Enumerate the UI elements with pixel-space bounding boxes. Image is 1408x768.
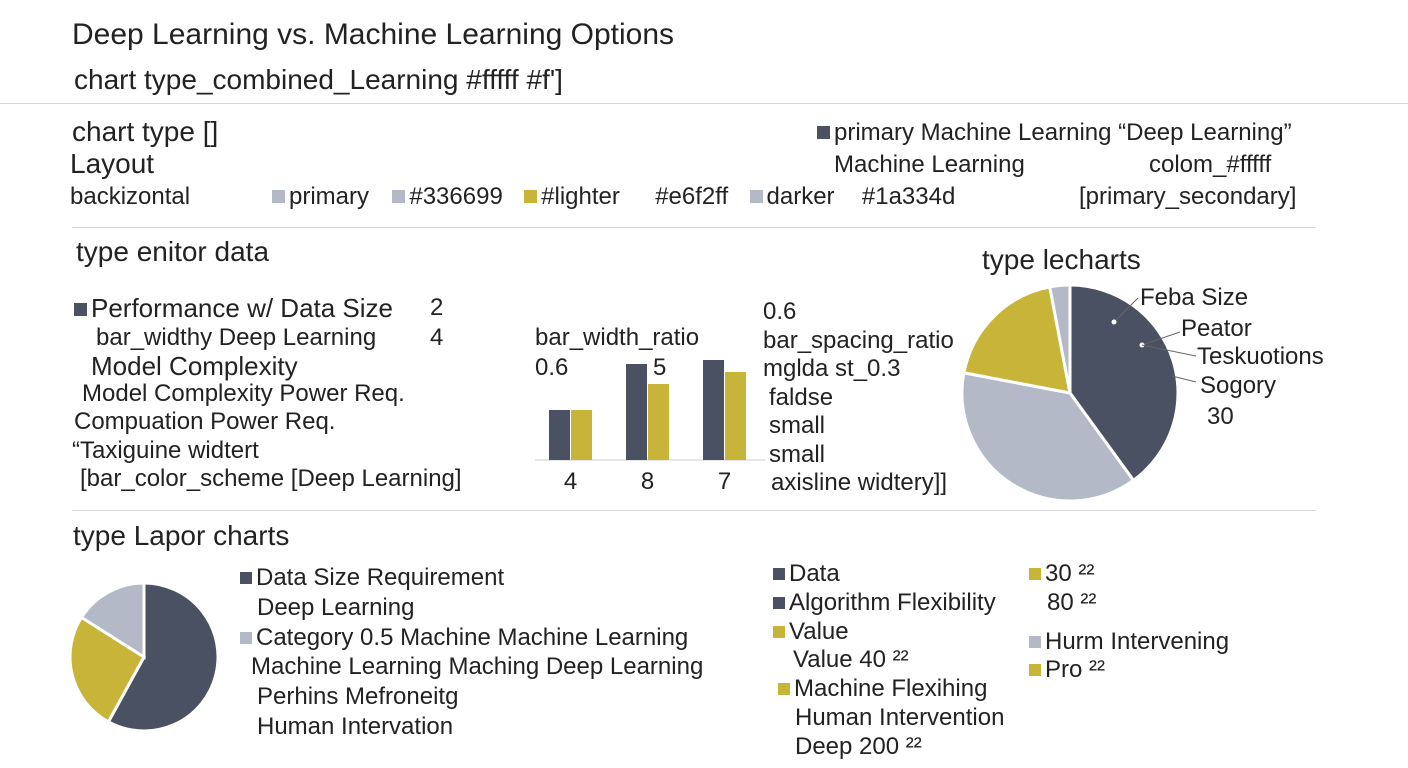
editor-line: Model Complexity Power Req. [82,380,405,407]
primary-legend-ml: Machine Learning [834,151,1025,178]
pie1-label: Peator [1181,315,1252,342]
layout-label: Layout [70,148,155,179]
page-title: Deep Learning vs. Machine Learning Optio… [72,18,675,51]
primary-legend-color: colom_#fffff [1149,151,1272,178]
bar-category-label: 4 [564,468,577,495]
bar-category-label: 7 [718,468,731,495]
palette-item: darker [749,183,835,210]
setting-line: faldse [769,383,834,411]
setting-line: mglda st_0.3 [763,355,901,382]
legend-item: Human Intervention [795,703,1005,731]
bar-width-label: bar_width_ratio [535,324,700,351]
header-divider [0,103,1408,104]
palette-item: #1a334d [861,183,956,210]
pie1-leader-lines [1111,297,1197,383]
legend-item: Algorithm Flexibility [773,589,1004,618]
editor-line: “Taxiguine widtert [72,437,259,464]
editor-line: Model Complexity [91,351,298,381]
editor-line: Compuation Power Req. [74,408,336,435]
bar [571,410,592,460]
pie1-label: Sogory [1200,372,1277,399]
legend-item: Data Size Requirement [240,563,703,593]
bar [725,372,746,460]
setting-line: small [769,412,826,439]
bar [703,360,724,460]
legend-item: Machine Learning Maching Deep Learning [251,653,704,681]
editor-line: bar_widthy Deep Learning [96,324,377,351]
legend-item: Value 40 ²² [793,646,909,674]
legend-left: Data Size Requirement Deep Learning Cate… [240,563,703,742]
legend-mid: Data Algorithm Flexibility Value Value 4… [773,560,1004,762]
legend-item: 30 ²² [1029,560,1229,589]
section-divider [72,510,1316,511]
bar-chart: 4 8 7 [535,360,765,495]
legend-item: Category 0.5 Machine Machine Learning [240,623,703,653]
bar [549,410,570,460]
editor-heading: type enitor data [76,236,270,267]
leader-line [1171,375,1197,383]
lapor-heading: type Lapor charts [73,520,290,551]
setting-line: axisline widtery]] [771,469,948,496]
legend-item: Machine Flexihing [778,675,1004,704]
legend-item: Value [773,618,1004,647]
bar-width-value: 0.6 [535,354,569,381]
legend-right: 30 ²² 80 ²² Hurm Intervening Pro ²² [1029,560,1229,685]
pie-slice [1068,283,1180,483]
legend-item: Pro ²² [1029,656,1229,685]
leader-line [1141,344,1197,357]
legend-item: Deep 200 ²² [795,732,922,760]
setting-line: bar_spacing_ratio [763,326,954,354]
bar-settings: 0.6 bar_spacing_ratio mglda st_0.3 falds… [763,298,954,498]
pie-slice [79,581,146,660]
editor-number: 2 [430,294,444,321]
leader-line [1141,331,1181,346]
setting-line: small [769,440,826,468]
editor-line: Performance w/ Data Size [74,295,393,321]
section-divider [72,227,1316,228]
legend-item: Deep Learning [257,593,415,621]
leader-dot [1111,319,1117,325]
pie1-label: Teskuotions [1197,343,1324,370]
bar-category-label: 8 [641,468,654,495]
palette-item: primary [272,183,369,210]
bar [626,364,647,460]
palette-row: primary #336699 #lighter #e6f2ff darker … [272,185,955,209]
editor-line: [bar_color_scheme [Deep Learning] [80,465,462,492]
bar [648,384,669,460]
palette-item: #336699 [392,183,503,210]
page-subtitle: chart type_combined_Learning #fffff #f'] [74,64,563,95]
pie-slice [68,615,146,724]
pie1-heading: type lecharts [982,244,1141,275]
legend-item: Hurm Intervening [1029,628,1229,657]
pie-slice [106,581,220,733]
setting-line: 0.6 [763,298,797,325]
leader-line [1113,297,1139,323]
pie1-label: 30 [1207,403,1234,430]
chart-type-label: chart type [] [72,116,219,147]
pie-chart-2 [68,581,220,733]
legend-item: Data [773,560,1004,589]
editor-number: 4 [430,324,444,351]
pie1-label: Feba Size [1140,284,1249,311]
palette-item: #e6f2ff [655,183,729,210]
legend-item: Human Intervation [257,712,454,740]
pie-chart-1 [960,283,1180,503]
primary-legend-line: primary Machine Learning “Deep Learning” [817,121,1292,145]
primary-legend-scheme: [primary_secondary] [1079,183,1297,210]
pie-slice [1048,283,1072,394]
background-label: backizontal [70,183,191,210]
palette-item: #lighter [524,183,620,210]
legend-item: Perhins Mefroneitg [257,683,459,711]
bar-value-label: 5 [653,354,667,381]
legend-item: 80 ²² [1047,588,1097,616]
pie-slice [960,371,1136,503]
pie-slice [962,285,1072,395]
